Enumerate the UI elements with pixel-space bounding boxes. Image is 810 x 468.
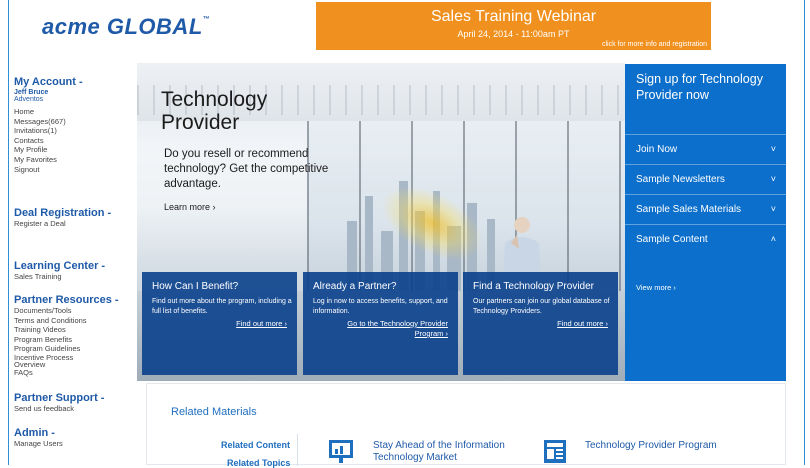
- hero-title: Technology Provider: [161, 88, 268, 134]
- accordion-label: Sample Content: [636, 234, 708, 245]
- card-title: Find a Technology Provider: [473, 281, 594, 292]
- sidebar-item-signout[interactable]: Signout: [14, 164, 40, 174]
- sidebar-heading-partner-support[interactable]: Partner Support -: [14, 392, 105, 404]
- accordion-label: Sample Newsletters: [636, 174, 725, 185]
- hero-section: Technology Provider Do you resell or rec…: [137, 63, 625, 381]
- sidebar-item-terms[interactable]: Terms and Conditions: [14, 315, 87, 325]
- page-frame-right: [804, 0, 805, 465]
- tab-related-topics[interactable]: Related Topics: [227, 458, 291, 468]
- sidebar-item-program-guidelines[interactable]: Program Guidelines: [14, 344, 81, 354]
- learn-more-link[interactable]: Learn more ›: [164, 202, 216, 212]
- card-title: How Can I Benefit?: [152, 281, 239, 292]
- sidebar-item-feedback[interactable]: Send us feedback: [14, 404, 75, 413]
- tab-divider: [297, 434, 298, 466]
- sidebar-partner-support: Partner Support - Send us feedback: [14, 392, 104, 414]
- newsletter-icon: [544, 440, 566, 463]
- benefit-card: How Can I Benefit? Find out more about t…: [142, 272, 297, 375]
- accordion-sample-content[interactable]: Sample Content ˄: [625, 224, 786, 255]
- sidebar-admin: Admin - Manage Users: [14, 427, 63, 449]
- sidebar-item-faqs[interactable]: FAQs: [14, 367, 33, 377]
- sidebar-heading-my-account[interactable]: My Account -: [14, 76, 83, 88]
- user-name: Jeff Bruce: [14, 89, 49, 96]
- user-company: Adventos: [14, 96, 44, 103]
- card-text: Find out more about the program, includi…: [152, 298, 292, 315]
- sidebar-my-account: My Account - Jeff Bruce Adventos Home Me…: [14, 76, 83, 174]
- find-provider-card: Find a Technology Provider Our partners …: [463, 272, 618, 375]
- site-logo[interactable]: acme GLOBAL™: [42, 14, 211, 39]
- hero-description: Do you resell or recommend technology? G…: [164, 148, 329, 190]
- chevron-up-icon: ˄: [770, 234, 776, 244]
- banner-date: April 24, 2014 - 11:00am PT: [457, 29, 570, 39]
- chevron-down-icon: ˅: [770, 204, 776, 214]
- sidebar-deal-registration: Deal Registration - Register a Deal: [14, 207, 111, 229]
- tab-related-content[interactable]: Related Content: [221, 440, 291, 450]
- sidebar-item-messages[interactable]: Messages(667): [14, 116, 66, 126]
- sidebar-item-incentive-process[interactable]: Incentive Process: [14, 352, 74, 362]
- go-to-program-link[interactable]: Go to the Technology Provider Program ›: [347, 319, 448, 338]
- accordion-sample-sales-materials[interactable]: Sample Sales Materials ˅: [625, 194, 786, 225]
- related-materials-title: Related Materials: [171, 406, 257, 418]
- sidebar-heading-learning-center[interactable]: Learning Center -: [14, 260, 106, 272]
- presentation-icon: [329, 440, 353, 463]
- sidebar-partner-resources: Partner Resources - Documents/Tools Term…: [14, 294, 119, 378]
- accordion-label: Join Now: [636, 144, 678, 155]
- sidebar-heading-deal-registration[interactable]: Deal Registration -: [14, 207, 112, 219]
- related-item-program[interactable]: Technology Provider Program: [585, 440, 717, 451]
- sidebar-item-program-benefits[interactable]: Program Benefits: [14, 334, 72, 344]
- card-text: Our partners can join our global databas…: [473, 298, 610, 315]
- sidebar-item-my-profile[interactable]: My Profile: [14, 145, 48, 155]
- signup-title: Sign up for Technology Provider now: [636, 72, 763, 102]
- card-text: Log in now to access benefits, support, …: [313, 298, 448, 315]
- hero-window-frames: [307, 121, 625, 291]
- sidebar-item-documents-tools[interactable]: Documents/Tools: [14, 306, 72, 315]
- chevron-down-icon: ˅: [770, 144, 776, 154]
- webinar-banner[interactable]: Sales Training Webinar April 24, 2014 - …: [316, 2, 711, 50]
- sidebar-item-my-favorites[interactable]: My Favorites: [14, 154, 57, 164]
- view-more-link[interactable]: View more ›: [636, 283, 676, 292]
- sidebar-item-contacts[interactable]: Contacts: [14, 135, 44, 145]
- sidebar-item-home[interactable]: Home: [14, 107, 35, 116]
- related-materials: Related Materials Related Content Relate…: [146, 383, 786, 468]
- related-item-market[interactable]: Stay Ahead of the Information Technology…: [373, 440, 505, 463]
- sidebar-item-training-videos[interactable]: Training Videos: [14, 325, 66, 335]
- chevron-down-icon: ˅: [770, 174, 776, 184]
- sidebar-item-sales-training[interactable]: Sales Training: [14, 272, 62, 281]
- sidebar-heading-partner-resources[interactable]: Partner Resources -: [14, 294, 119, 306]
- sidebar-item-manage-users[interactable]: Manage Users: [14, 439, 63, 448]
- accordion-join-now[interactable]: Join Now ˅: [625, 134, 786, 165]
- sidebar-item-invitations[interactable]: Invitations(1): [14, 126, 57, 136]
- partner-login-card: Already a Partner? Log in now to access …: [303, 272, 458, 375]
- accordion-sample-newsletters[interactable]: Sample Newsletters ˅: [625, 164, 786, 195]
- sidebar-learning-center: Learning Center - Sales Training: [14, 260, 105, 282]
- banner-title: Sales Training Webinar: [430, 8, 597, 25]
- sidebar-item-register-deal[interactable]: Register a Deal: [14, 219, 66, 228]
- find-out-more-link[interactable]: Find out more ›: [557, 319, 608, 328]
- accordion-label: Sample Sales Materials: [636, 204, 742, 215]
- card-title: Already a Partner?: [313, 281, 397, 292]
- hero-ceiling: [137, 63, 625, 121]
- sidebar-item-overview[interactable]: Overview: [14, 359, 46, 369]
- sidebar-heading-admin[interactable]: Admin -: [14, 427, 55, 439]
- page-frame-left: [8, 0, 9, 465]
- banner-cta[interactable]: click for more info and registration: [601, 41, 707, 48]
- signup-panel: Sign up for Technology Provider now Join…: [625, 64, 786, 381]
- find-out-more-link[interactable]: Find out more ›: [236, 319, 287, 328]
- hero-ceiling-lines: [137, 85, 625, 115]
